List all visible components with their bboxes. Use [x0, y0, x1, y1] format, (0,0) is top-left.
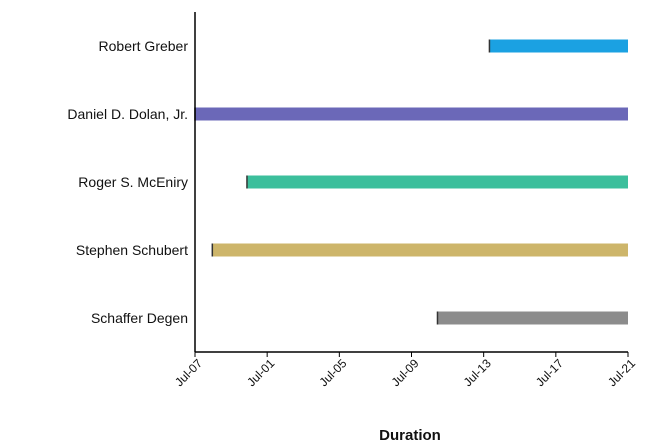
bar-daniel-d-dolan-jr	[195, 107, 628, 121]
y-tick-labels: Robert Greber Daniel D. Dolan, Jr. Roger S…	[67, 38, 188, 326]
x-tick-label-4: Jul-13	[461, 356, 494, 389]
x-tick-label-3: Jul-09	[389, 356, 422, 389]
bar-schaffer-degen	[437, 311, 628, 325]
y-tick-label-stephen-schubert: Stephen Schubert	[76, 242, 188, 258]
x-tick-label-2: Jul-05	[316, 356, 349, 389]
x-tick-label-1: Jul-01	[244, 356, 277, 389]
y-tick-label-schaffer-degen: Schaffer Degen	[91, 310, 188, 326]
bar-roger-s-mceniry	[246, 175, 628, 189]
y-tick-label-robert-greber: Robert Greber	[99, 38, 189, 54]
x-axis-title: Duration	[379, 427, 441, 443]
x-tick-label-5: Jul-17	[533, 356, 566, 389]
y-tick-label-daniel-d-dolan-jr: Daniel D. Dolan, Jr.	[67, 106, 188, 122]
x-tick-label-6: Jul-21	[605, 356, 638, 389]
x-tick-labels: Jul-07 Jul-01 Jul-05 Jul-09 Jul-13 Jul-17 Jul-…	[172, 352, 638, 389]
y-tick-label-roger-s-mceniry: Roger S. McEniry	[78, 174, 188, 190]
x-tick-label-0: Jul-07	[172, 356, 205, 389]
bar-stephen-schubert	[212, 243, 628, 257]
bars-group	[194, 39, 628, 325]
bar-robert-greber	[489, 39, 628, 53]
